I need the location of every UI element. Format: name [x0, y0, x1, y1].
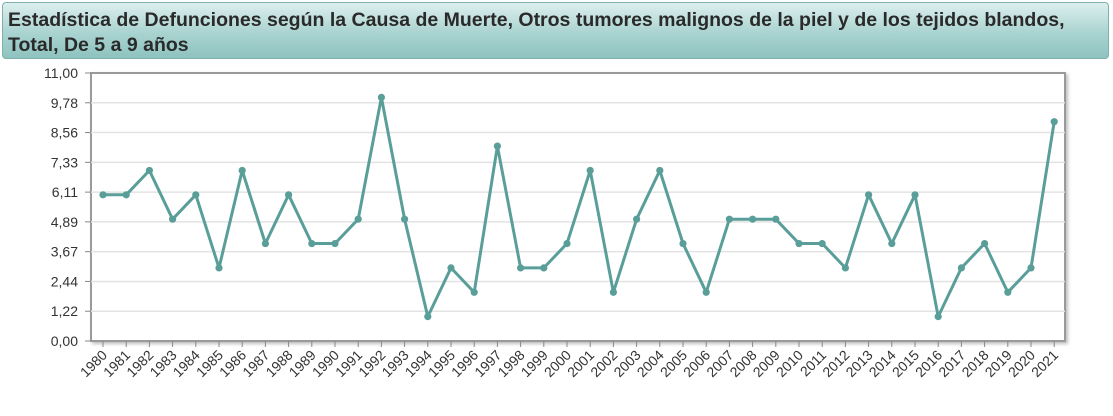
series-line — [101, 95, 1056, 319]
data-point[interactable] — [586, 166, 594, 175]
data-point[interactable] — [957, 264, 966, 272]
data-point[interactable] — [725, 215, 734, 223]
data-point[interactable] — [517, 264, 525, 272]
data-point[interactable] — [493, 142, 501, 150]
data-point[interactable] — [261, 239, 269, 248]
y-tick-label: 7,33 — [51, 154, 78, 170]
data-point[interactable] — [865, 191, 873, 199]
data-point[interactable] — [308, 239, 316, 248]
data-point[interactable] — [888, 239, 896, 248]
y-tick-label: 9,78 — [51, 95, 78, 111]
data-point[interactable] — [841, 264, 850, 272]
data-point[interactable] — [981, 239, 989, 248]
data-point[interactable] — [702, 288, 710, 296]
data-point[interactable] — [145, 166, 153, 175]
data-point[interactable] — [934, 313, 942, 321]
data-point[interactable] — [656, 166, 664, 175]
data-point[interactable] — [795, 239, 803, 248]
y-tick-label: 8,56 — [51, 125, 78, 141]
data-point[interactable] — [169, 215, 177, 223]
y-axis: 0,00 1,22 2,44 3,67 4,89 6,11 7,33 8,56 9,78 11,0… — [44, 65, 91, 349]
grid-lines — [91, 102, 1065, 312]
data-point[interactable] — [679, 239, 687, 248]
data-point[interactable] — [749, 215, 757, 223]
data-point[interactable] — [540, 264, 548, 272]
data-point[interactable] — [911, 191, 919, 199]
data-point[interactable] — [424, 313, 432, 321]
data-point[interactable] — [633, 215, 641, 223]
data-point[interactable] — [122, 191, 130, 199]
data-point[interactable] — [1050, 118, 1058, 126]
data-point[interactable] — [238, 166, 246, 175]
data-point[interactable] — [192, 191, 200, 199]
data-point[interactable] — [1004, 288, 1012, 296]
x-tick-label: 2021 — [1028, 347, 1061, 380]
data-point[interactable] — [609, 288, 618, 296]
data-point[interactable] — [99, 191, 107, 199]
y-tick-label: 1,22 — [51, 303, 78, 319]
y-tick-label: 3,67 — [51, 244, 78, 260]
data-point[interactable] — [772, 215, 780, 223]
data-point[interactable] — [470, 288, 478, 296]
data-point[interactable] — [215, 264, 223, 272]
y-tick-label: 11,00 — [44, 65, 78, 81]
chart-title: Estadística de Defunciones según la Caus… — [8, 9, 1065, 56]
data-point[interactable] — [331, 239, 339, 248]
data-point[interactable] — [563, 239, 571, 248]
data-point[interactable] — [1027, 264, 1035, 272]
data-point[interactable] — [447, 264, 455, 272]
y-tick-label: 0,00 — [51, 333, 78, 349]
data-point[interactable] — [354, 215, 362, 223]
chart-title-bar: Estadística de Defunciones según la Caus… — [2, 2, 1109, 59]
y-tick-label: 2,44 — [51, 273, 78, 289]
data-point[interactable] — [285, 191, 293, 199]
data-point[interactable] — [818, 239, 826, 248]
data-point[interactable] — [377, 93, 385, 101]
x-axis: 1980198119821983198419851986198719881989… — [77, 341, 1061, 380]
series — [99, 93, 1058, 321]
y-tick-label: 6,11 — [52, 184, 78, 200]
y-tick-label: 4,89 — [51, 214, 78, 230]
data-point[interactable] — [401, 215, 409, 223]
